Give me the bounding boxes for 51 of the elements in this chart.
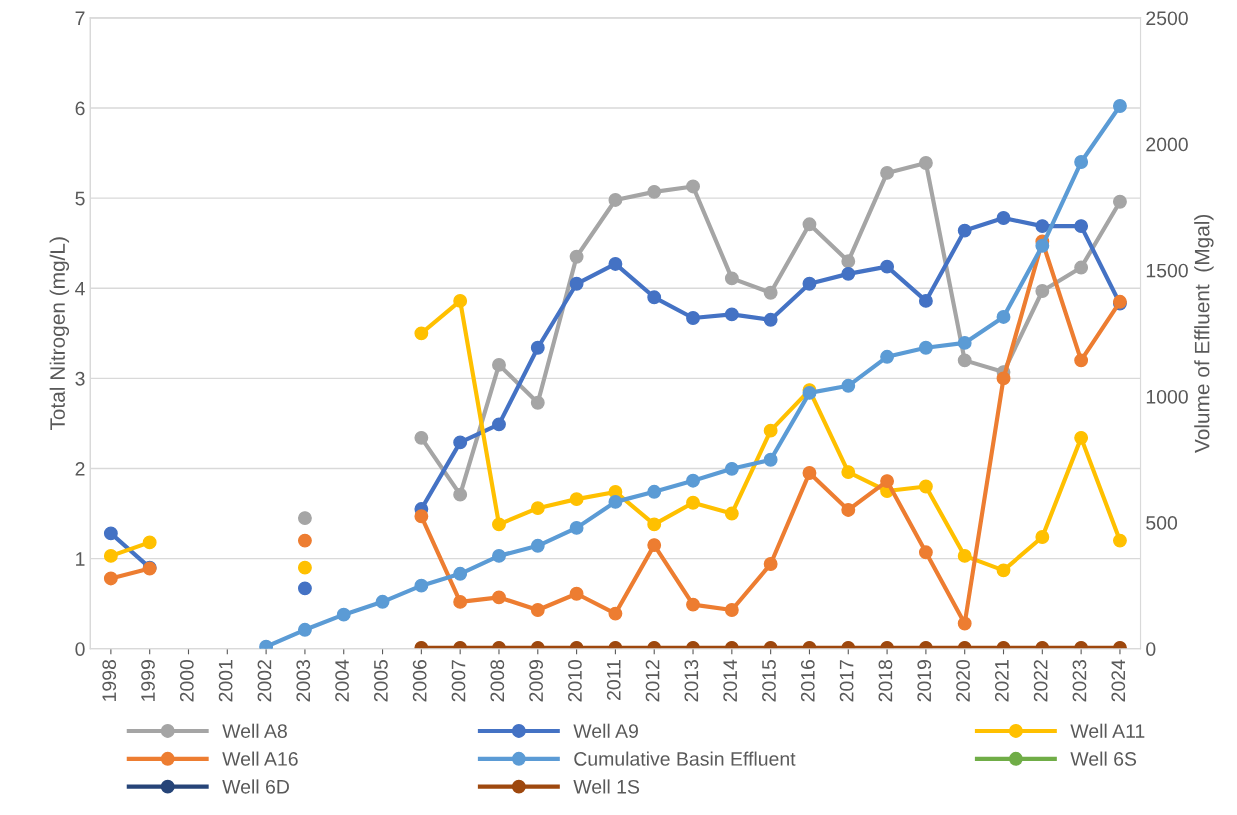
x-tick-label: 2014	[723, 659, 738, 702]
legend-label: Well 6S	[1070, 751, 1137, 766]
y-tick-label: 2	[75, 461, 85, 476]
x-tick-label: 2006	[412, 660, 427, 702]
x-tick-label: 2007	[451, 660, 466, 702]
y2-tick-label: 500	[1146, 516, 1178, 530]
x-tick-label: 2024	[1111, 659, 1126, 702]
y-tick-label: 1	[76, 552, 85, 566]
y-tick-label: 4	[75, 281, 85, 296]
y-axis-title: Total Nitrogen (mg/L)	[49, 237, 70, 431]
x-tick-label: 2010	[568, 659, 582, 702]
legend-label: Well 1S	[573, 779, 640, 794]
x-tick-label: 2015	[762, 659, 776, 702]
x-tick-label: 2004	[335, 659, 349, 702]
legend-label: Well A8	[222, 723, 287, 738]
x-tick-label: 2013	[684, 660, 699, 702]
x-tick-label: 2018	[878, 660, 893, 702]
y2-tick-label: 2500	[1146, 11, 1188, 26]
y-tick-label: 0	[75, 642, 85, 656]
y2-axis-title: Volume of Effluent (Mgal)	[1194, 214, 1214, 453]
legend-label: Well A16	[222, 751, 298, 766]
x-tick-label: 2011	[606, 660, 621, 700]
x-tick-label: 2020	[956, 659, 970, 702]
y2-tick-label: 1500	[1146, 263, 1188, 278]
x-tick-label: 2012	[645, 660, 660, 702]
x-tick-label: 2016	[800, 660, 815, 702]
x-tick-label: 2021	[994, 660, 1009, 702]
y2-tick-label: 2000	[1146, 137, 1188, 152]
y-tick-label: 6	[75, 101, 85, 116]
legend-label: Well A9	[573, 723, 638, 738]
x-tick-label: 2001	[218, 660, 233, 702]
x-tick-label: 2022	[1033, 660, 1048, 702]
x-tick-label: 2017	[839, 660, 854, 702]
x-tick-label: 2002	[257, 660, 272, 702]
y2-tick-label: 0	[1146, 642, 1156, 656]
x-tick-label: 2003	[296, 660, 311, 702]
x-tick-label: 2009	[529, 660, 544, 702]
x-tick-label: 1998	[102, 660, 117, 701]
x-tick-label: 2008	[490, 660, 505, 702]
legend-label: Cumulative Basin Effluent	[574, 751, 796, 766]
x-tick-label: 2005	[373, 659, 388, 702]
legend-label: Well 6D	[222, 779, 289, 794]
x-tick-label: 1999	[141, 660, 155, 701]
y-tick-label: 5	[75, 191, 85, 206]
x-tick-label: 2000	[179, 659, 194, 702]
legend-label: Well A11	[1070, 723, 1145, 738]
y-tick-label: 3	[75, 371, 85, 386]
y-tick-label: 7	[75, 11, 85, 25]
x-tick-label: 2019	[917, 660, 932, 702]
x-tick-label: 2023	[1072, 660, 1087, 702]
y2-tick-label: 1000	[1146, 389, 1188, 404]
